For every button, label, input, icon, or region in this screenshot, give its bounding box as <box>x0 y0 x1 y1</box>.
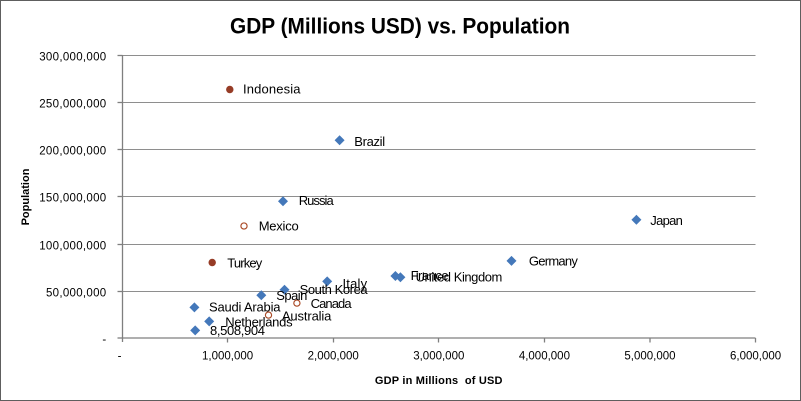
svg-text:250,000,000: 250,000,000 <box>39 98 106 110</box>
svg-text:South Korea: South Korea <box>300 282 369 297</box>
svg-text:3,000,000: 3,000,000 <box>413 350 464 362</box>
svg-text:-: - <box>118 350 122 362</box>
svg-text:Spain: Spain <box>276 288 307 303</box>
svg-text:GDP (Millions USD) vs. Populat: GDP (Millions USD) vs. Population <box>230 14 570 39</box>
svg-text:Germany: Germany <box>529 253 579 268</box>
svg-text:Russia: Russia <box>299 193 335 208</box>
svg-text:GDP in Millions of USD: GDP in Millions of USD <box>375 375 503 387</box>
svg-text:6,000,000: 6,000,000 <box>730 350 781 362</box>
svg-text:2,000,000: 2,000,000 <box>308 350 359 362</box>
svg-text:4,000,000: 4,000,000 <box>519 350 570 362</box>
svg-text:Netherlands: Netherlands <box>225 315 293 330</box>
svg-text:300,000,000: 300,000,000 <box>39 51 106 63</box>
svg-text:Saudi Arabia: Saudi Arabia <box>209 300 281 315</box>
svg-text:France: France <box>411 268 449 283</box>
svg-text:Australia: Australia <box>282 308 332 323</box>
svg-text:Japan: Japan <box>650 213 683 228</box>
svg-text:Brazil: Brazil <box>354 134 385 149</box>
svg-text:1,000,000: 1,000,000 <box>202 350 253 362</box>
svg-text:Mexico: Mexico <box>259 219 299 234</box>
svg-text:Italy: Italy <box>343 276 368 291</box>
svg-text:-: - <box>102 334 106 346</box>
svg-text:100,000,000: 100,000,000 <box>39 240 106 252</box>
svg-text:Population: Population <box>20 168 32 225</box>
svg-text:Indonesia: Indonesia <box>243 82 301 97</box>
svg-text:8,508,904: 8,508,904 <box>210 323 265 338</box>
svg-text:United Kingdom: United Kingdom <box>416 269 503 284</box>
svg-text:200,000,000: 200,000,000 <box>39 145 106 157</box>
svg-text:5,000,000: 5,000,000 <box>624 350 675 362</box>
svg-text:50,000,000: 50,000,000 <box>46 287 107 299</box>
svg-text:Turkey: Turkey <box>227 256 262 271</box>
svg-text:Canada: Canada <box>311 296 353 311</box>
svg-text:150,000,000: 150,000,000 <box>39 192 106 204</box>
